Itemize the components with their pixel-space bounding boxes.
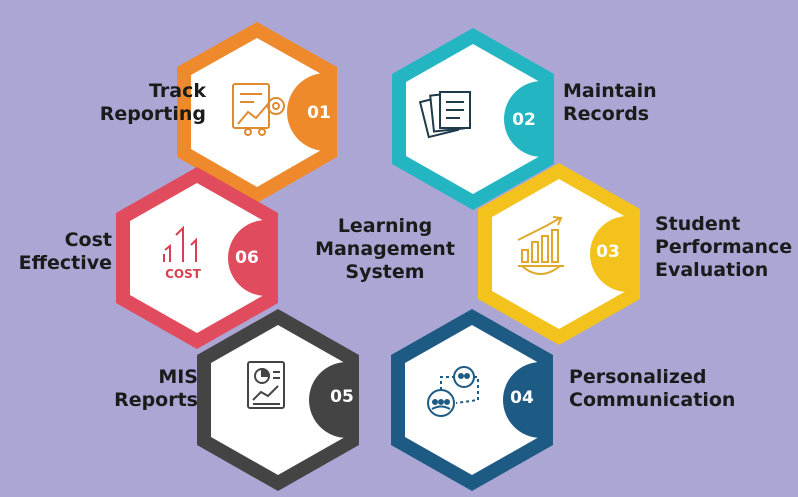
report-chart-icon [232, 83, 285, 136]
svg-text:COST: COST [165, 267, 202, 281]
hexagon-01: 01 [177, 22, 337, 203]
label-track-reporting: Track Reporting [99, 80, 206, 125]
step-number-01: 01 [307, 103, 331, 123]
label-student-performance: Student Performance Evaluation [655, 213, 793, 281]
step-number-03: 03 [596, 242, 620, 262]
label-mis-reports: MIS Reports [114, 366, 198, 411]
growth-chart-gear-icon [517, 216, 564, 275]
step-number-02: 02 [512, 110, 536, 130]
mis-report-icon [247, 361, 285, 409]
step-number-04: 04 [510, 388, 534, 408]
label-personalized-communication: Personalized Communication [569, 366, 736, 411]
hexagon-04: 04 [391, 309, 553, 491]
hexagon-06: 06 COST [116, 167, 278, 349]
step-number-06: 06 [235, 248, 259, 268]
documents-icon [418, 91, 471, 139]
cost-arrows-icon: COST [163, 225, 202, 281]
group-chat-icon [427, 366, 479, 417]
hexagon-03: 03 [478, 163, 640, 345]
hexagon-02: 02 [392, 28, 554, 210]
step-number-05: 05 [330, 387, 354, 407]
label-cost-effective: Cost Effective [18, 229, 112, 274]
hexagon-05: 05 [197, 309, 359, 491]
label-maintain-records: Maintain Records [563, 80, 657, 125]
center-title-text: Learning Management System [315, 215, 455, 283]
